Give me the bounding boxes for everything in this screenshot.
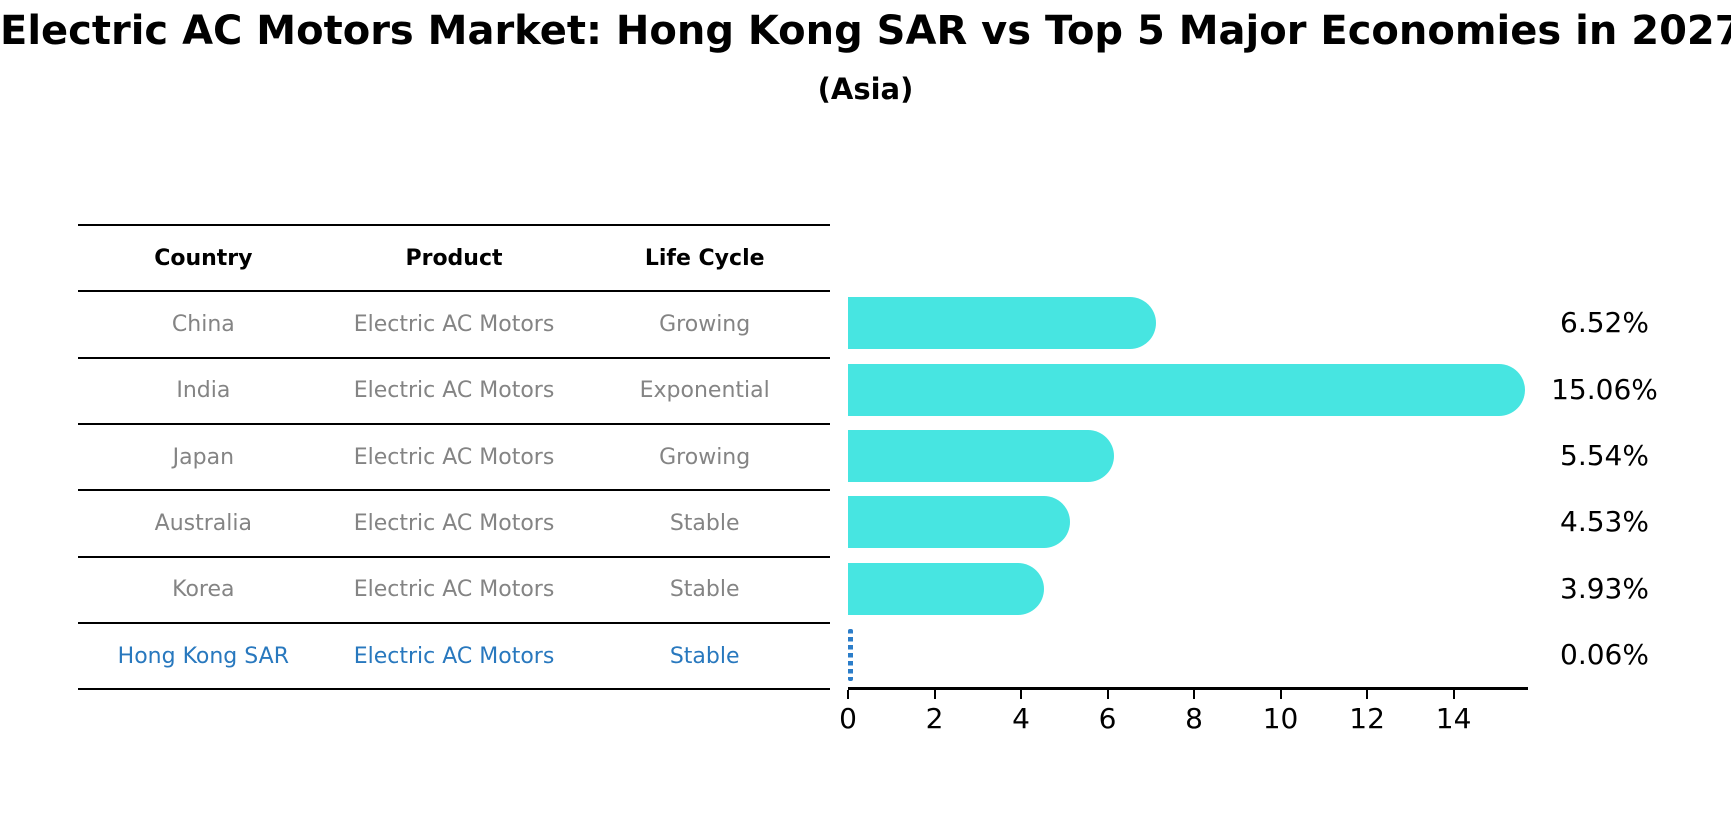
bar-value-label: 4.53% <box>1560 505 1649 539</box>
cell-life-cycle: Growing <box>659 311 751 337</box>
x-tick <box>1020 690 1023 699</box>
x-tick <box>847 690 849 699</box>
x-tick-label: 10 <box>1262 702 1299 735</box>
bar-value-label: 0.06% <box>1560 637 1649 671</box>
table-row: Japan Electric AC Motors Growing <box>78 425 830 492</box>
x-tick <box>933 690 936 699</box>
bar-value-label: 6.52% <box>1560 306 1649 340</box>
cell-life-cycle: Stable <box>669 643 740 669</box>
table-row: Hong Kong SAR Electric AC Motors Stable <box>78 624 830 691</box>
x-tick <box>1193 690 1196 699</box>
bar-value-label: 3.93% <box>1560 571 1649 605</box>
x-tick-label: 4 <box>1012 702 1030 735</box>
column-header-country: Country <box>154 245 253 271</box>
cell-product: Electric AC Motors <box>353 510 555 536</box>
x-tick-label: 8 <box>1185 702 1203 735</box>
x-axis-line <box>848 687 1528 690</box>
cell-life-cycle: Growing <box>659 444 751 470</box>
x-tick-label: 12 <box>1349 702 1385 735</box>
x-tick-label: 0 <box>839 702 857 735</box>
x-tick <box>1106 690 1109 699</box>
bar-china <box>848 297 1157 350</box>
bar-value-label: 15.06% <box>1551 372 1658 406</box>
x-tick-label: 6 <box>1098 702 1117 735</box>
x-tick <box>1279 690 1282 699</box>
cell-product: Electric AC Motors <box>353 311 555 337</box>
x-tick-label: 14 <box>1435 702 1472 735</box>
cell-country: Australia <box>154 510 252 536</box>
bar-value-label: 5.54% <box>1560 438 1649 472</box>
bar-hong-kong-sar <box>848 628 853 681</box>
column-header-product: Product <box>405 245 503 271</box>
cell-product: Electric AC Motors <box>353 444 555 470</box>
column-header-life-cycle: Life Cycle <box>644 245 765 271</box>
bar-korea <box>848 562 1044 615</box>
cell-product: Electric AC Motors <box>353 643 555 669</box>
cell-product: Electric AC Motors <box>353 378 555 404</box>
table-row: China Electric AC Motors Growing <box>78 292 830 359</box>
x-tick <box>1366 690 1369 699</box>
cell-country: Hong Kong SAR <box>117 643 289 669</box>
cell-country: Korea <box>172 577 235 603</box>
cell-country: India <box>176 378 231 404</box>
table-row: India Electric AC Motors Exponential <box>78 359 830 425</box>
chart-subtitle: (Asia) <box>817 72 914 106</box>
chart-title: Electric AC Motors Market: Hong Kong SAR… <box>0 8 1731 54</box>
table-row: Korea Electric AC Motors Stable <box>78 558 830 624</box>
cell-product: Electric AC Motors <box>353 577 555 603</box>
x-tick-label: 2 <box>925 702 944 735</box>
cell-life-cycle: Exponential <box>639 378 770 404</box>
bar-india <box>848 363 1526 416</box>
x-tick <box>1452 690 1455 699</box>
cell-country: Japan <box>172 444 235 470</box>
country-table: Country Product Life Cycle China Electri… <box>78 224 830 691</box>
table-row: Australia Electric AC Motors Stable <box>78 491 830 558</box>
bar-japan <box>848 429 1114 482</box>
bar-plot-area: 0 2 4 6 8 10 12 14 <box>839 290 1528 735</box>
bar-australia <box>848 496 1070 549</box>
cell-life-cycle: Stable <box>669 510 740 536</box>
cell-country: China <box>171 311 235 337</box>
cell-life-cycle: Stable <box>669 577 740 603</box>
table-header-row: Country Product Life Cycle <box>78 226 830 293</box>
